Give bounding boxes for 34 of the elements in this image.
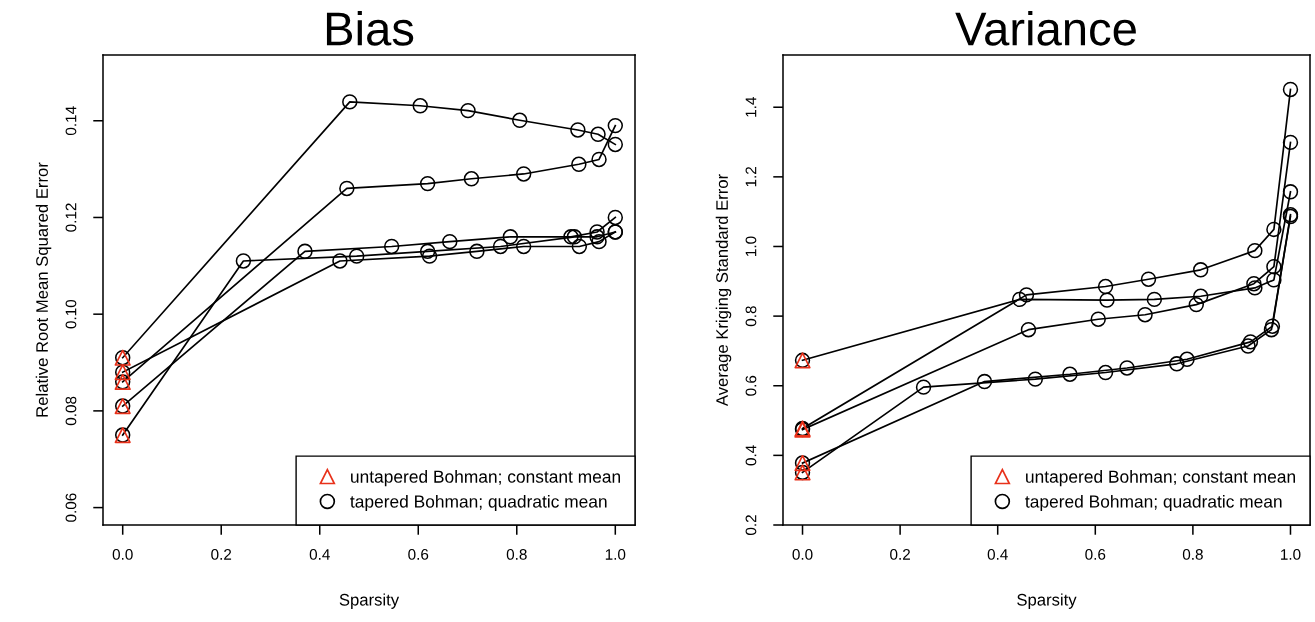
- y-tick-label: 0.6: [745, 375, 757, 396]
- x-tick-label: 0.8: [506, 549, 527, 560]
- legend-label: tapered Bohman; quadratic mean: [1025, 494, 1282, 512]
- y-tick-label: 0.8: [745, 306, 757, 327]
- chart-title: Bias: [326, 10, 414, 46]
- x-tick-label: 0.0: [792, 549, 813, 560]
- chart-title: Variance: [955, 10, 1136, 46]
- y-tick-label: 0.10: [65, 299, 77, 329]
- x-tick-label: 0.8: [1182, 549, 1203, 560]
- y-tick-label: 0.08: [65, 396, 77, 426]
- x-axis-title: Sparsity: [339, 593, 400, 609]
- y-tick-label: 0.4: [745, 445, 757, 466]
- y-tick-label: 1.0: [745, 236, 757, 256]
- x-tick-label: 1.0: [605, 549, 626, 560]
- y-tick-label: 0.2: [745, 515, 757, 536]
- x-tick-label: 0.4: [987, 549, 1008, 560]
- x-tick-label: 0.2: [211, 549, 232, 560]
- y-tick-label: 0.06: [65, 493, 77, 522]
- y-tick-label: 1.4: [745, 97, 757, 117]
- x-tick-label: 0.6: [408, 549, 429, 560]
- y-axis-title: Relative Root Mean Squared Error: [35, 162, 52, 417]
- legend-label: untapered Bohman; constant mean: [1026, 470, 1296, 487]
- y-axis-title: Average Kriging Standard Error: [715, 174, 732, 407]
- y-tick-label: 1.2: [745, 167, 757, 187]
- x-axis-title: Sparsity: [1017, 593, 1077, 609]
- y-tick-label: 0.12: [65, 203, 77, 232]
- legend-label: tapered Bohman; quadratic mean: [350, 494, 607, 512]
- y-tick-label: 0.14: [65, 106, 77, 136]
- x-tick-label: 0.6: [1085, 549, 1106, 560]
- legend-label: untapered Bohman; constant mean: [351, 470, 621, 487]
- x-tick-label: 0.2: [890, 549, 910, 560]
- x-tick-label: 0.0: [112, 549, 133, 560]
- x-tick-label: 1.0: [1281, 549, 1301, 560]
- x-tick-label: 0.4: [309, 549, 330, 560]
